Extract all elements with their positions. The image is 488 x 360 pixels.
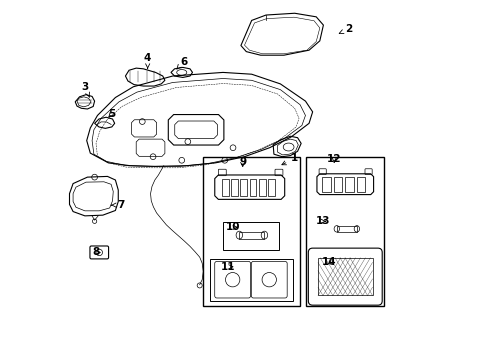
Text: 4: 4 bbox=[143, 53, 151, 69]
Bar bbox=[223, 222, 278, 250]
Bar bbox=[259, 179, 265, 196]
Text: 8: 8 bbox=[92, 247, 100, 257]
Bar bbox=[268, 179, 274, 196]
Bar bbox=[322, 177, 330, 192]
Text: 3: 3 bbox=[81, 82, 89, 97]
Bar bbox=[345, 177, 353, 192]
Bar bbox=[333, 177, 342, 192]
Text: 1: 1 bbox=[281, 153, 298, 165]
Bar bbox=[231, 179, 237, 196]
Bar bbox=[239, 231, 264, 239]
Text: 10: 10 bbox=[225, 222, 240, 232]
Text: 13: 13 bbox=[315, 216, 329, 226]
Bar bbox=[240, 179, 246, 196]
Bar bbox=[203, 157, 300, 306]
Bar bbox=[210, 258, 292, 301]
Text: 6: 6 bbox=[177, 57, 187, 69]
Text: 2: 2 bbox=[339, 24, 351, 35]
Bar bbox=[249, 179, 256, 196]
Text: 11: 11 bbox=[221, 262, 235, 272]
Bar bbox=[305, 157, 384, 306]
Bar bbox=[222, 179, 228, 196]
Text: 9: 9 bbox=[239, 157, 246, 167]
Text: 12: 12 bbox=[326, 154, 341, 164]
Text: 14: 14 bbox=[321, 257, 335, 267]
Bar bbox=[356, 177, 364, 192]
Text: 7: 7 bbox=[111, 200, 124, 210]
Bar bbox=[336, 226, 356, 232]
Text: 5: 5 bbox=[108, 109, 115, 119]
